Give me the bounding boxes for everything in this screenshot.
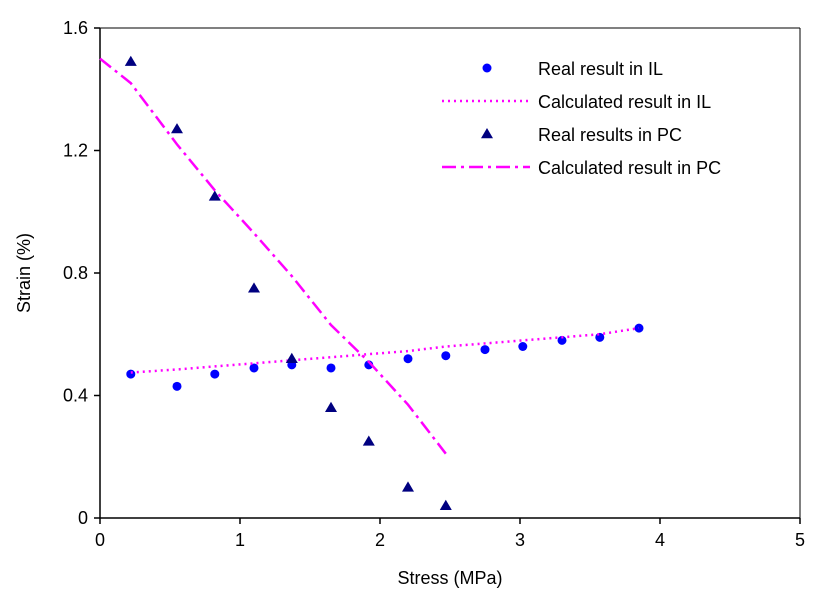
data-point-circle	[326, 363, 336, 373]
data-point-triangle	[362, 435, 375, 446]
data-point-circle	[595, 332, 605, 342]
legend-item: Real results in PC	[481, 125, 682, 145]
x-tick-label: 0	[95, 530, 105, 550]
data-point-triangle	[402, 481, 414, 492]
legend-marker-swatch	[481, 128, 493, 139]
legend-label: Calculated result in PC	[538, 158, 721, 178]
legend-label: Real result in IL	[538, 59, 663, 79]
series-1	[130, 326, 640, 374]
x-tick-label: 2	[375, 530, 385, 550]
y-tick-label: 1.6	[63, 18, 88, 38]
data-point-circle	[518, 342, 528, 351]
data-point-circle	[557, 335, 567, 345]
x-tick-label: 5	[795, 530, 805, 550]
series-3	[99, 57, 447, 455]
legend-label: Calculated result in IL	[538, 92, 711, 112]
data-point-triangle	[439, 499, 452, 510]
data-point-triangle	[124, 55, 137, 66]
x-axis-title: Stress (MPa)	[397, 568, 502, 588]
data-point-triangle	[325, 401, 337, 412]
legend-item: Real result in IL	[482, 59, 663, 79]
data-point-circle	[441, 351, 451, 361]
series-layer	[99, 55, 644, 510]
series-2	[124, 55, 452, 510]
data-point-circle	[480, 345, 490, 355]
legend-label: Real results in PC	[538, 125, 682, 145]
y-axis-title: Strain (%)	[14, 233, 34, 313]
data-point-triangle	[248, 282, 260, 293]
legend-item: Calculated result in IL	[442, 92, 711, 112]
series-0	[126, 323, 644, 391]
data-point-triangle	[171, 123, 183, 134]
y-tick-label: 0.8	[63, 263, 88, 283]
y-axis-ticks: 0 0.4 0.8 1.2 1.6	[63, 18, 100, 528]
series-line	[99, 57, 447, 455]
x-tick-label: 1	[235, 530, 245, 550]
legend-marker-swatch	[482, 63, 492, 73]
legend-item: Calculated result in PC	[442, 158, 721, 178]
data-point-circle	[403, 354, 413, 364]
y-tick-label: 0.4	[63, 386, 88, 406]
data-point-circle	[126, 369, 136, 379]
x-axis-ticks: 0 1 2 3 4 5	[95, 518, 805, 550]
data-point-triangle	[285, 352, 298, 363]
y-tick-label: 0	[78, 508, 88, 528]
series-line	[130, 326, 640, 374]
legend: Real result in IL Calculated result in IL…	[442, 59, 721, 178]
data-point-circle	[249, 363, 259, 373]
x-tick-label: 4	[655, 530, 665, 550]
data-point-circle	[210, 369, 220, 379]
y-tick-label: 1.2	[63, 141, 88, 161]
x-tick-label: 3	[515, 530, 525, 550]
data-point-triangle	[208, 190, 221, 201]
data-point-circle	[172, 381, 182, 391]
